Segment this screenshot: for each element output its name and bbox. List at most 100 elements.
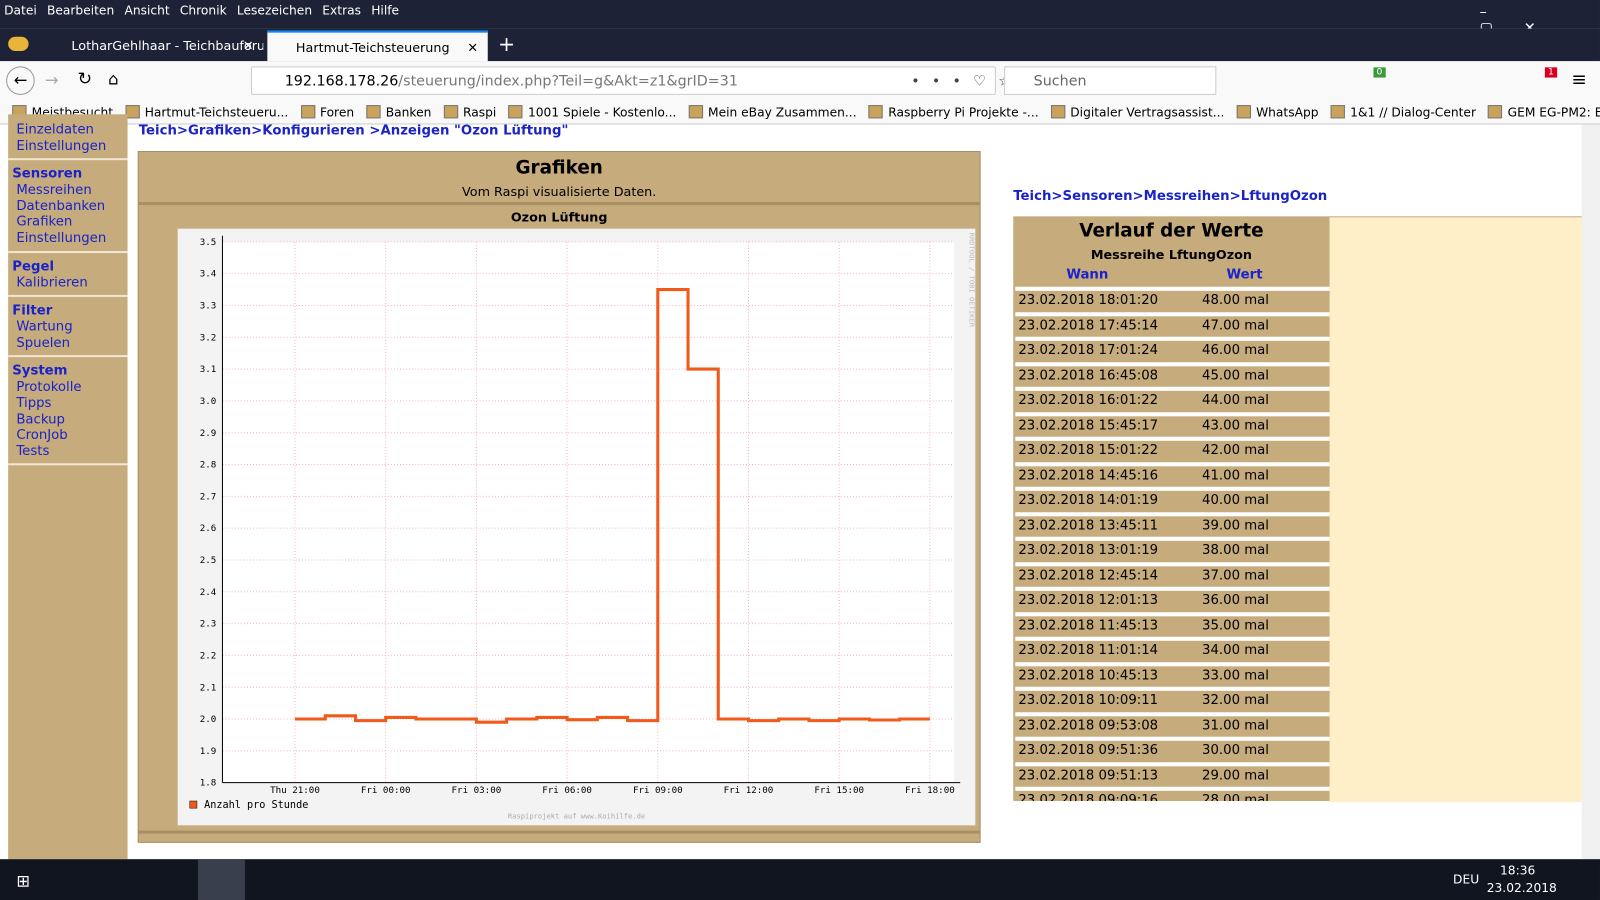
bookmark-label[interactable]: GEM EG-PM2: ENERGE... bbox=[1507, 104, 1600, 119]
search-box[interactable]: Suchen bbox=[1004, 66, 1217, 95]
tab-active[interactable]: Hartmut-Teichsteuerung ✕ bbox=[267, 30, 488, 62]
y-tick-label: 3.4 bbox=[200, 269, 217, 280]
table-row: 23.02.2018 09:51:36 30.00 mal bbox=[1015, 736, 1330, 762]
sidebar-link[interactable]: CronJob bbox=[16, 427, 68, 443]
bookmark[interactable]: Digitaler Vertragsassist... bbox=[1050, 100, 1225, 123]
bookmark-label[interactable]: Foren bbox=[319, 104, 355, 119]
bookmark-label[interactable]: Hartmut-Teichsteueru... bbox=[144, 104, 289, 119]
menu-item[interactable]: Extras bbox=[322, 3, 362, 18]
table-row: 23.02.2018 14:01:19 40.00 mal bbox=[1015, 486, 1330, 512]
clock-time[interactable]: 18:36 bbox=[1499, 863, 1536, 878]
tab-close[interactable]: ✕ bbox=[242, 37, 254, 54]
sidebar-link[interactable]: Einstellungen bbox=[16, 230, 107, 246]
url-bar[interactable]: 192.168.178.26/steuerung/index.php?Teil=… bbox=[251, 66, 1011, 95]
forward-button[interactable]: → bbox=[44, 70, 59, 90]
bookmark[interactable]: Mein eBay Zusammen... bbox=[688, 100, 857, 123]
cell-time: 23.02.2018 09:09:16 bbox=[1018, 792, 1159, 802]
y-tick-label: 3.1 bbox=[200, 364, 217, 375]
breadcrumb-link[interactable]: Grafiken bbox=[188, 123, 252, 139]
sidebar-link[interactable]: Einzeldaten bbox=[16, 122, 94, 138]
table-row: 23.02.2018 16:01:22 44.00 mal bbox=[1015, 386, 1330, 412]
breadcrumb-link[interactable]: Messreihen bbox=[1143, 188, 1230, 205]
menu-bar: Datei Bearbeiten Ansicht Chronik Lesezeichen… bbox=[4, 3, 399, 17]
bookmark[interactable]: Foren bbox=[300, 100, 355, 123]
menu-item[interactable]: Hilfe bbox=[371, 3, 400, 18]
cell-value: 46.00 mal bbox=[1202, 342, 1269, 359]
bookmark-label[interactable]: Raspberry Pi Projekte -... bbox=[888, 104, 1039, 119]
sidebar-heading[interactable]: Filter bbox=[12, 303, 53, 319]
sidebar-link[interactable]: Spuelen bbox=[16, 335, 70, 351]
bookmark[interactable]: Hartmut-Teichsteueru... bbox=[125, 100, 288, 123]
bookmark[interactable]: GEM EG-PM2: ENERGE... bbox=[1488, 100, 1600, 123]
bookmark[interactable]: Raspberry Pi Projekte -... bbox=[868, 100, 1039, 123]
breadcrumb-link[interactable]: Anzeigen "Ozon Lüftung" bbox=[380, 123, 569, 139]
content-area bbox=[1329, 216, 1600, 803]
breadcrumb: Teich>Sensoren>Messreihen>LftungOzon bbox=[1013, 189, 1327, 204]
bookmark-label[interactable]: 1001 Spiele - Kostenlo... bbox=[527, 104, 677, 119]
sidebar-link[interactable]: Einstellungen bbox=[16, 138, 107, 154]
bookmark-label[interactable]: WhatsApp bbox=[1256, 104, 1319, 119]
back-button[interactable]: ← bbox=[6, 66, 35, 95]
sidebar-heading[interactable]: Pegel bbox=[12, 258, 55, 275]
sidebar-link[interactable]: Tests bbox=[16, 443, 50, 459]
cell-time: 23.02.2018 14:01:19 bbox=[1018, 492, 1159, 509]
home-button[interactable]: ⌂ bbox=[108, 69, 119, 89]
bookmark-label[interactable]: Digitaler Vertragsassist... bbox=[1070, 104, 1225, 119]
breadcrumb-link[interactable]: Sensoren bbox=[1062, 188, 1133, 205]
menu-item[interactable]: Datei bbox=[4, 3, 37, 18]
bookmark[interactable]: WhatsApp bbox=[1236, 100, 1319, 123]
table-row: 23.02.2018 17:01:24 46.00 mal bbox=[1015, 336, 1330, 362]
bookmark-label[interactable]: Raspi bbox=[463, 104, 497, 119]
table-row: 23.02.2018 11:45:13 35.00 mal bbox=[1015, 611, 1330, 637]
table-row: 23.02.2018 10:45:13 33.00 mal bbox=[1015, 661, 1330, 687]
reload-button[interactable]: ↻ bbox=[77, 69, 93, 90]
url-host: 192.168.178.26 bbox=[284, 73, 399, 90]
bookmark-label[interactable]: Banken bbox=[385, 104, 432, 119]
breadcrumb-separator: > bbox=[251, 123, 263, 139]
menu-item[interactable]: Ansicht bbox=[124, 3, 170, 18]
sidebar-link[interactable]: Kalibrieren bbox=[16, 275, 88, 291]
tab-title[interactable]: Hartmut-Teichsteuerung bbox=[295, 39, 450, 56]
sidebar-heading[interactable]: Sensoren bbox=[12, 166, 83, 182]
scrollbar[interactable] bbox=[1581, 124, 1600, 860]
tab-icon[interactable] bbox=[8, 36, 29, 52]
sidebar-link[interactable]: Wartung bbox=[16, 319, 73, 335]
x-tick-label: Fri 09:00 bbox=[633, 785, 683, 796]
cell-time: 23.02.2018 18:01:20 bbox=[1018, 292, 1159, 309]
tab-close[interactable]: ✕ bbox=[467, 39, 479, 56]
bookmark[interactable]: Banken bbox=[366, 100, 431, 123]
sidebar-link[interactable]: Protokolle bbox=[16, 379, 82, 396]
breadcrumb-link[interactable]: Konfigurieren bbox=[262, 123, 370, 139]
menu-item[interactable]: Chronik bbox=[179, 3, 227, 18]
taskbar-app-active[interactable] bbox=[197, 859, 245, 900]
sidebar-link[interactable]: Datenbanken bbox=[16, 198, 106, 215]
menu-item[interactable]: Lesezeichen bbox=[236, 3, 313, 18]
tab-title[interactable]: LotharGehlhaar - Teichbauforu bbox=[71, 37, 264, 54]
sidebar-link[interactable]: Tipps bbox=[16, 395, 52, 412]
breadcrumb-link[interactable]: Teich bbox=[1013, 188, 1052, 205]
sidebar-link[interactable]: Grafiken bbox=[16, 214, 73, 230]
sidebar-heading[interactable]: System bbox=[12, 363, 68, 379]
chart-title: Ozon Lüftung bbox=[510, 209, 608, 225]
menu-item[interactable]: Bearbeiten bbox=[46, 3, 115, 18]
sidebar-link[interactable]: Messreihen bbox=[16, 182, 92, 199]
bookmark[interactable]: Raspi bbox=[443, 100, 497, 123]
bookmark[interactable]: 1&1 // Dialog-Center bbox=[1330, 100, 1476, 123]
table-row: 23.02.2018 15:45:17 43.00 mal bbox=[1015, 411, 1330, 437]
language[interactable]: DEU bbox=[1453, 872, 1480, 887]
bookmark-label[interactable]: Mein eBay Zusammen... bbox=[707, 104, 857, 119]
sidebar-link[interactable]: Backup bbox=[16, 411, 65, 428]
new-tab[interactable]: + bbox=[497, 31, 516, 57]
cell-time: 23.02.2018 14:45:16 bbox=[1018, 467, 1159, 484]
start-button[interactable]: ⊞ bbox=[16, 871, 31, 891]
tab[interactable]: LotharGehlhaar - Teichbauforu ✕ bbox=[43, 31, 263, 62]
bookmark[interactable]: 1001 Spiele - Kostenlo... bbox=[508, 100, 677, 123]
y-tick-label: 2.2 bbox=[200, 650, 217, 661]
menu-button[interactable]: ≡ bbox=[1571, 69, 1587, 91]
url-actions[interactable]: •••♡☆ bbox=[911, 73, 1024, 90]
breadcrumb-link[interactable]: Teich bbox=[138, 123, 177, 139]
breadcrumb-link[interactable]: LftungOzon bbox=[1240, 188, 1328, 205]
bookmark-label[interactable]: 1&1 // Dialog-Center bbox=[1350, 104, 1476, 119]
clock-date[interactable]: 23.02.2018 bbox=[1486, 880, 1557, 895]
